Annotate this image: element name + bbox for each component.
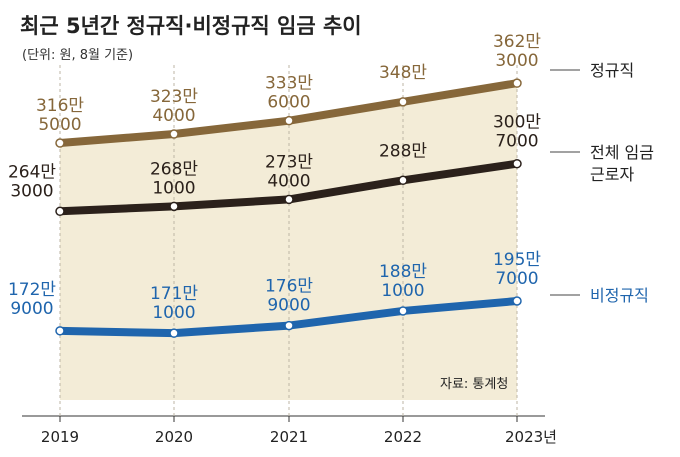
x-tick-label: 2019 (41, 428, 79, 446)
data-label: 188만 (379, 262, 427, 282)
data-label: 7000 (495, 132, 538, 152)
data-point (284, 320, 294, 331)
legend-label: 비정규직 (590, 286, 649, 305)
data-point (55, 138, 65, 148)
data-point (169, 129, 179, 139)
data-label: 300만 (493, 113, 541, 133)
data-point (398, 97, 408, 107)
data-point (512, 296, 522, 306)
data-label: 3000 (10, 181, 53, 201)
data-point (512, 78, 522, 88)
x-tick-label: 2023년 (505, 428, 557, 446)
data-label: 171만 (150, 284, 198, 304)
data-label: 333만 (265, 74, 313, 94)
data-point (284, 194, 294, 205)
data-label: 268만 (150, 159, 198, 179)
data-label: 348만 (379, 63, 427, 83)
data-label: 1000 (152, 178, 195, 198)
data-label: 5000 (38, 115, 81, 135)
x-tick-label: 2020 (155, 428, 193, 446)
data-point (512, 158, 522, 169)
data-label: 3000 (495, 51, 538, 71)
source-note: 자료: 통계청 (440, 377, 508, 392)
data-label: 1000 (381, 281, 424, 301)
data-point (398, 306, 408, 316)
chart-title: 최근 5년간 정규직·비정규직 임금 추이 (20, 14, 362, 38)
data-point (284, 115, 294, 126)
data-label: 9000 (267, 296, 310, 316)
data-label: 4000 (152, 106, 195, 126)
chart-subtitle: (단위: 원, 8월 기준) (22, 48, 134, 63)
legend-label: 정규직 (590, 61, 634, 80)
data-label: 176만 (265, 277, 313, 297)
x-tick-label: 2022 (384, 428, 422, 446)
data-point (398, 175, 408, 186)
data-label: 195만 (493, 250, 541, 270)
data-point (169, 201, 179, 212)
data-label: 4000 (267, 171, 310, 191)
data-label: 273만 (265, 152, 313, 172)
data-label: 362만 (493, 32, 541, 52)
data-label: 323만 (150, 87, 198, 107)
data-label: 172만 (8, 280, 56, 300)
legend-label: 전체 임금 (590, 143, 654, 162)
data-label: 264만 (8, 162, 56, 182)
x-tick-label: 2021 (270, 428, 308, 446)
data-point (55, 326, 65, 336)
data-point (55, 206, 65, 217)
data-label: 9000 (10, 299, 53, 319)
data-point (169, 328, 179, 338)
data-label: 6000 (267, 93, 310, 113)
data-label: 316만 (36, 96, 84, 116)
data-label: 7000 (495, 269, 538, 289)
data-label: 288만 (379, 141, 427, 161)
data-label: 1000 (152, 303, 195, 323)
legend-label: 근로자 (590, 165, 634, 184)
